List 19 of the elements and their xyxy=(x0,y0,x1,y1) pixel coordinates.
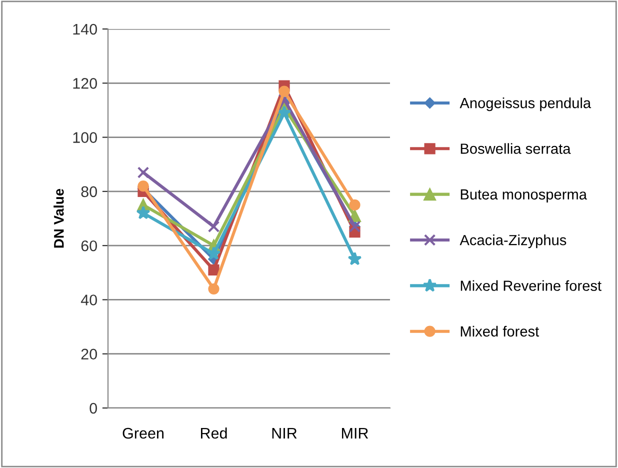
x-tick-label: Red xyxy=(200,427,227,439)
y-tick-label: 20 xyxy=(81,348,97,360)
y-tick-label: 80 xyxy=(81,186,97,198)
x-tick-label: Green xyxy=(122,428,164,439)
legend-label: Butea monosperma xyxy=(460,189,587,202)
x-tick-label: MIR xyxy=(342,428,368,439)
y-axis-title: DN Value xyxy=(54,188,64,248)
legend-label: Boswellia serrata xyxy=(460,143,571,154)
legend-label: Mixed forest xyxy=(460,326,540,337)
y-tick-label: 40 xyxy=(80,294,97,306)
x-tick-label: NIR xyxy=(272,428,297,439)
legend-label: Acacia-Zizyphus xyxy=(460,234,566,248)
y-tick-label: 60 xyxy=(81,240,97,252)
legend-label: Mixed Reverine forest xyxy=(460,280,602,291)
y-tick-label: 100 xyxy=(73,132,97,143)
y-tick-label: 0 xyxy=(90,402,97,414)
y-tick-label: 140 xyxy=(73,24,97,35)
y-tick-label: 120 xyxy=(73,78,97,89)
legend-label: Anogeissus pendula xyxy=(460,98,592,112)
